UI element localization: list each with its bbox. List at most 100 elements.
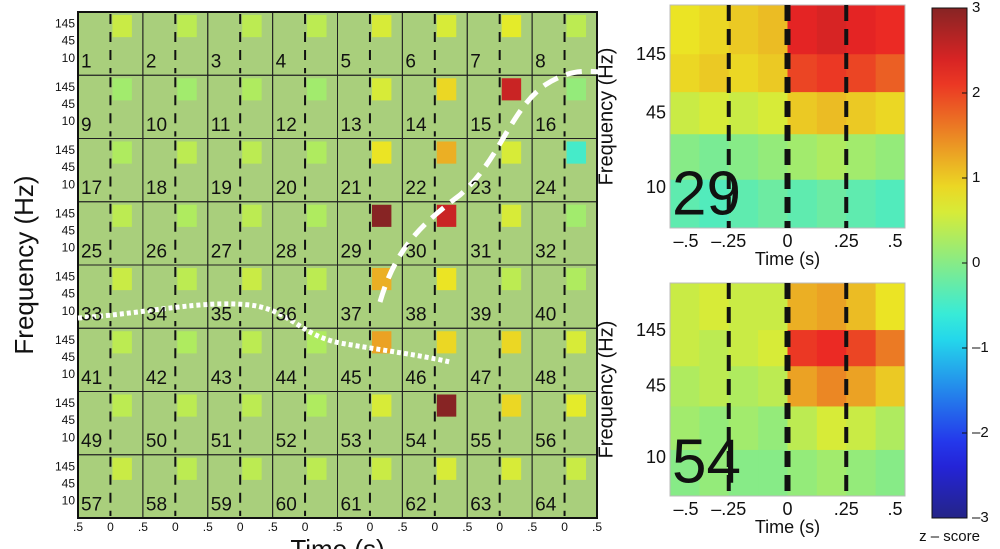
x-tick-label: 0 [367, 520, 374, 534]
electrode-label: 26 [146, 241, 167, 262]
response-patch [177, 141, 197, 164]
x-axis-label: Time (s) [755, 249, 820, 269]
colorbar-label: z – score [919, 528, 980, 545]
cell-y-tick-label: 10 [62, 367, 76, 381]
electrode-label: 62 [405, 494, 426, 515]
y-tick-label: 10 [646, 177, 666, 197]
electrode-label: 55 [470, 431, 491, 452]
electrode-label: 25 [81, 241, 102, 262]
heatmap-cell [670, 283, 700, 331]
electrode-label: 12 [276, 115, 297, 136]
cell-y-tick-label: 45 [62, 97, 76, 111]
response-patch [242, 268, 262, 291]
response-patch [436, 141, 457, 164]
cell-y-tick-label: 45 [62, 413, 76, 427]
cell-y-tick-label: 145 [55, 270, 75, 284]
electrode-label: 4 [276, 52, 287, 73]
heatmap-cell [670, 5, 700, 55]
x-tick-label: .5 [887, 231, 902, 251]
heatmap-cell [875, 133, 906, 180]
response-patch [371, 204, 392, 227]
response-patch [501, 394, 522, 417]
heatmap-cell [787, 405, 818, 450]
electrode-label: 9 [81, 115, 92, 136]
response-patch [177, 457, 197, 480]
heatmap-cell [670, 405, 700, 450]
electrode-label: 63 [470, 494, 491, 515]
response-patch [112, 457, 132, 480]
electrode-label: 23 [470, 178, 491, 199]
colorbar-tick-label: –3 [972, 509, 989, 526]
electrode-label: 47 [470, 368, 491, 389]
heatmap-cell [846, 449, 877, 497]
heatmap-cell [728, 365, 759, 407]
cell-y-tick-label: 45 [62, 287, 76, 301]
response-patch [242, 15, 262, 38]
heatmap-cell [699, 5, 730, 55]
response-patch [501, 331, 522, 354]
heatmap-cell [699, 91, 730, 135]
colorbar-tick-label: –2 [972, 424, 989, 441]
response-patch [371, 15, 392, 38]
response-patch [566, 78, 587, 101]
x-tick-label: 0 [107, 520, 114, 534]
y-axis-label: Frequency (Hz) [9, 175, 39, 354]
heatmap-cell [787, 53, 818, 93]
electrode-label: 18 [146, 178, 167, 199]
heatmap-cell [816, 283, 847, 331]
heatmap-cell [728, 133, 759, 180]
heatmap-cell [875, 405, 906, 450]
response-patch [501, 15, 522, 38]
heatmap-cell [787, 365, 818, 407]
electrode-label: 11 [211, 115, 231, 136]
electrode-label: 20 [276, 178, 297, 199]
heatmap-cell [699, 133, 730, 180]
electrode-label: 44 [276, 368, 298, 389]
heatmap-cell [816, 365, 847, 407]
heatmap-cell [816, 91, 847, 135]
electrode-label: 46 [405, 368, 426, 389]
electrode-label: 43 [211, 368, 232, 389]
electrode-label: 30 [405, 241, 426, 262]
panel-number: 29 [672, 159, 741, 228]
grid-frame [77, 11, 598, 519]
cell-y-tick-label: 145 [55, 459, 75, 473]
heatmap-cell [728, 283, 759, 331]
electrode-label: 57 [81, 494, 102, 515]
cell-y-tick-label: 45 [62, 223, 76, 237]
electrode-label: 6 [405, 52, 416, 73]
electrode-label: 59 [211, 494, 232, 515]
heatmap-cell [670, 133, 700, 180]
x-tick-label: –.5 [673, 231, 698, 251]
colorbar-tick-label: 3 [972, 0, 980, 16]
electrode-label: 36 [276, 305, 297, 326]
heatmap-cell [875, 365, 906, 407]
electrode-label: 48 [535, 368, 556, 389]
response-patch [371, 394, 392, 417]
heatmap-cell [728, 91, 759, 135]
heatmap-cell [846, 133, 877, 180]
colorbar-tick-label: 1 [972, 169, 980, 186]
response-patch [242, 141, 262, 164]
response-patch [371, 141, 392, 164]
response-patch [112, 15, 132, 38]
heatmap-cell [787, 283, 818, 331]
response-patch [566, 331, 587, 354]
x-tick-label: 0 [302, 520, 309, 534]
cell-y-tick-label: 145 [55, 80, 75, 94]
response-patch [436, 394, 457, 417]
heatmap-cell [758, 53, 788, 93]
electrode-label: 64 [535, 494, 557, 515]
response-patch [112, 141, 132, 164]
heatmap-cell [699, 449, 730, 497]
y-tick-label: 45 [646, 102, 666, 122]
cell-y-tick-label: 145 [55, 206, 75, 220]
heatmap-cell [846, 283, 877, 331]
cell-y-tick-label: 45 [62, 34, 76, 48]
response-patch [566, 15, 587, 38]
response-patch [501, 457, 522, 480]
cell-y-tick-label: 10 [62, 114, 76, 128]
heatmap-cell [758, 179, 788, 229]
heatmap-cell [728, 449, 759, 497]
